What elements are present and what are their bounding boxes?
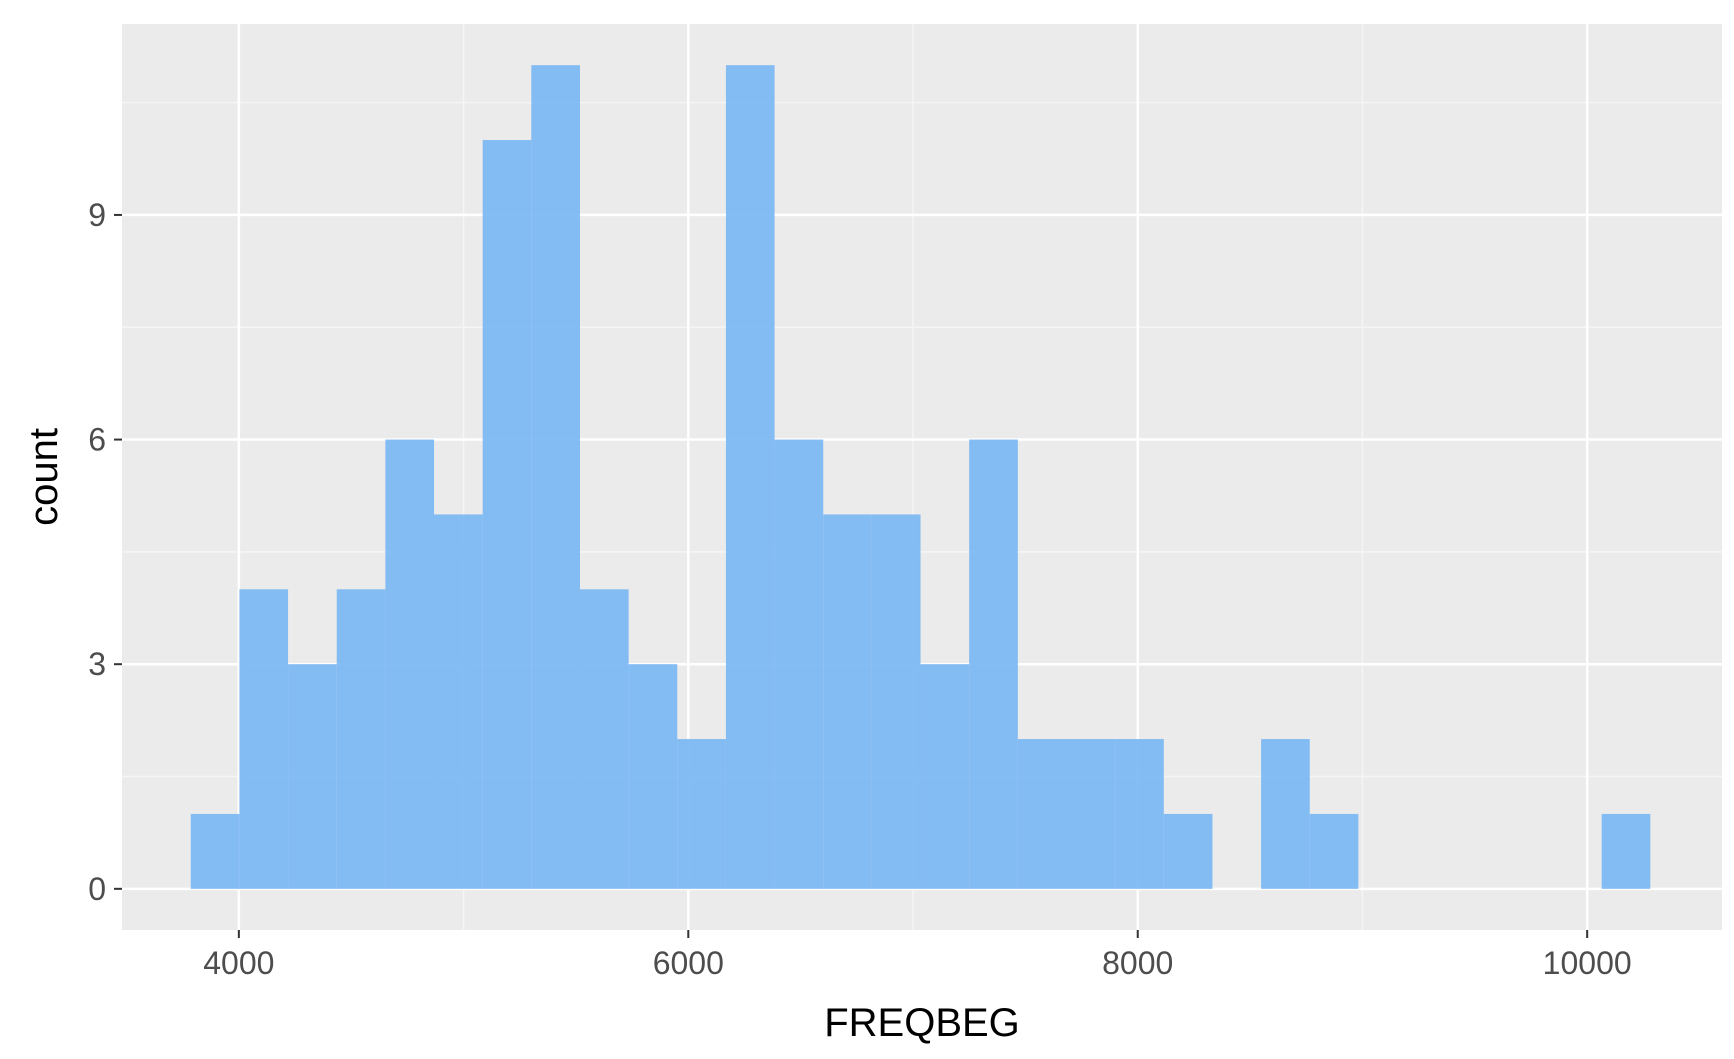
histogram-bar-4 (385, 439, 435, 889)
histogram-bar-0 (190, 813, 240, 889)
histogram-bar-9 (628, 664, 678, 889)
y-tick-label: 9 (88, 197, 106, 233)
histogram-bar-3 (336, 589, 386, 889)
histogram-bar-14 (871, 514, 921, 889)
histogram-bar-23 (1309, 813, 1359, 889)
histogram-bar-29 (1601, 813, 1651, 889)
x-tick-label: 8000 (1102, 945, 1173, 981)
histogram-bar-22 (1261, 739, 1310, 889)
histogram-bar-15 (920, 664, 970, 889)
y-axis-title: count (22, 428, 66, 526)
x-tick-label: 6000 (653, 945, 724, 981)
histogram-bar-5 (434, 514, 483, 889)
histogram-bar-19 (1115, 739, 1164, 889)
histogram-bar-18 (1066, 739, 1116, 889)
y-tick-label: 3 (88, 646, 106, 682)
histogram-bar-17 (1017, 739, 1067, 889)
x-axis-ticks: 4000 6000 8000 10000 (203, 930, 1632, 981)
histogram-bar-13 (823, 514, 872, 889)
y-tick-label: 6 (88, 422, 106, 458)
x-tick-label: 10000 (1543, 945, 1632, 981)
x-axis-title: FREQBEG (824, 1001, 1020, 1045)
histogram-bar-6 (482, 140, 532, 889)
y-axis-ticks: 0 3 6 9 (88, 197, 122, 907)
histogram-bar-8 (579, 589, 629, 889)
histogram-bar-1 (239, 589, 289, 889)
histogram-bar-16 (969, 439, 1018, 889)
histogram-bars (190, 65, 1651, 889)
histogram-bar-10 (677, 739, 726, 889)
histogram-bar-2 (288, 664, 337, 889)
x-tick-label: 4000 (203, 945, 274, 981)
histogram-bar-20 (1163, 813, 1213, 889)
histogram-bar-11 (725, 65, 775, 889)
y-tick-label: 0 (88, 871, 106, 907)
histogram-bar-12 (774, 439, 824, 889)
histogram-bar-7 (531, 65, 580, 889)
